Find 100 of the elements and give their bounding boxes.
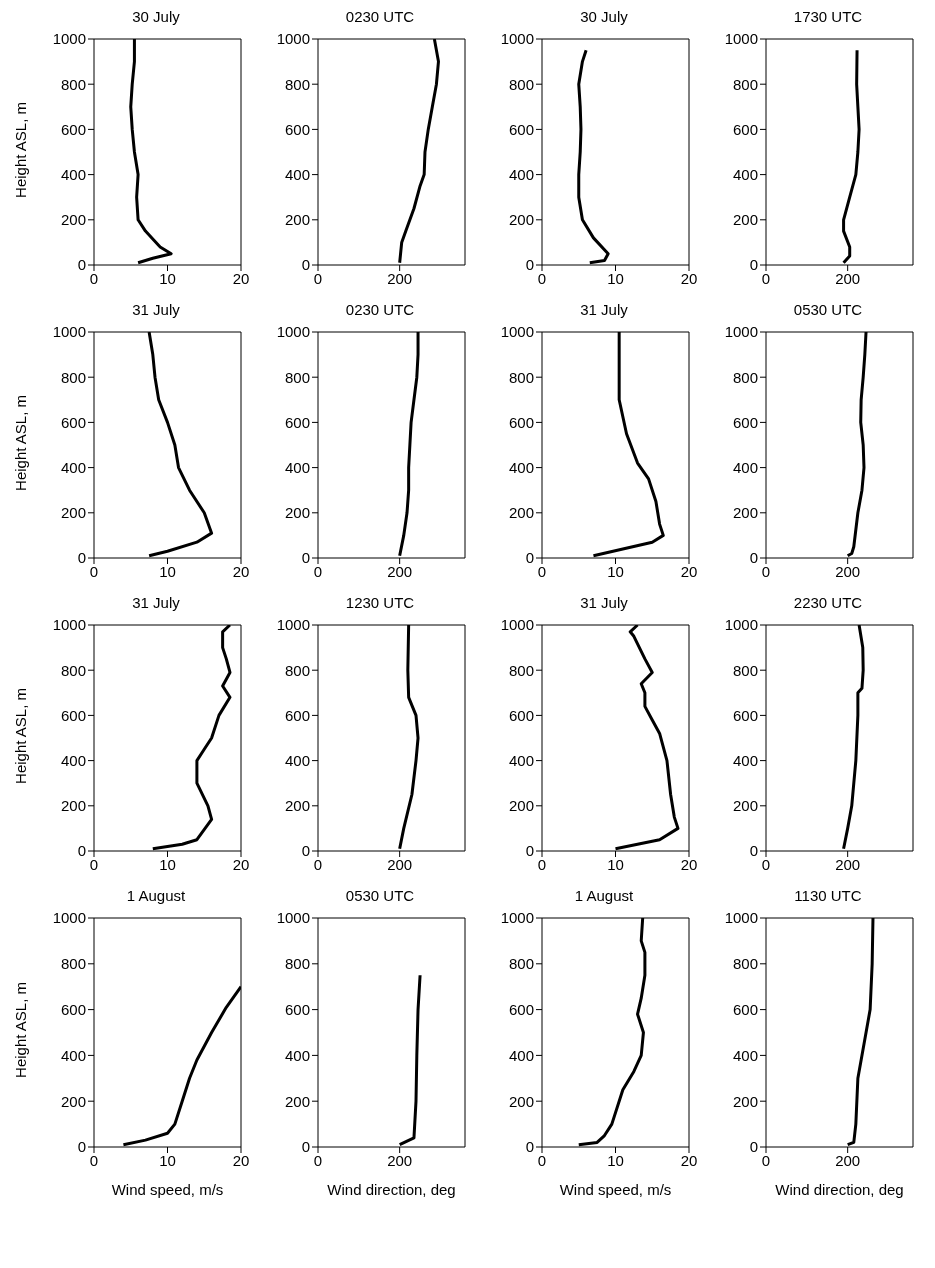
x-tick-label: 0 (537, 855, 547, 873)
y-tick-label: 0 (749, 549, 758, 567)
y-tick-label: 600 (284, 1000, 310, 1018)
y-tick-label: 200 (508, 797, 534, 815)
y-tick-label: 1000 (724, 323, 758, 341)
y-tick-label: 200 (508, 1092, 534, 1110)
y-tick-label: 600 (60, 1000, 86, 1018)
x-tick-label: 0 (537, 1151, 547, 1169)
y-tick-label: 200 (732, 504, 758, 522)
y-tick-label: 400 (508, 458, 534, 476)
x-axis-title: Wind speed, m/s (559, 1181, 672, 1198)
chart-title: 2230 UTC (792, 594, 864, 613)
chart-title: 30 July (579, 8, 629, 27)
y-tick-label: 600 (284, 413, 310, 431)
y-tick-label: 400 (284, 751, 310, 769)
x-tick-label: 10 (159, 1151, 176, 1169)
x-tick-label: 10 (159, 855, 176, 873)
x-tick-label: 0 (313, 269, 323, 287)
y-axis-title: Height ASL, m (11, 982, 29, 1078)
y-tick-label: 1000 (52, 616, 86, 634)
x-tick-label: 0 (761, 269, 771, 287)
y-tick-label: 600 (508, 1000, 534, 1018)
y-tick-label: 800 (508, 661, 534, 679)
y-tick-label: 400 (732, 751, 758, 769)
x-tick-label: 20 (680, 269, 698, 287)
x-axis-title: Wind direction, deg (775, 1181, 904, 1198)
y-tick-label: 800 (60, 955, 86, 973)
y-tick-label: 0 (749, 1138, 758, 1156)
y-tick-label: 1000 (724, 30, 758, 48)
y-tick-label: 800 (732, 368, 758, 386)
y-tick-label: 0 (301, 1138, 310, 1156)
y-tick-label: 0 (77, 256, 86, 274)
chart-title: 1 August (573, 887, 635, 906)
y-tick-label: 0 (749, 842, 758, 860)
x-tick-label: 0 (761, 1151, 771, 1169)
y-tick-label: 0 (525, 1138, 534, 1156)
chart-title: 0530 UTC (792, 301, 864, 320)
chart-title: 31 July (579, 594, 629, 613)
y-tick-label: 600 (508, 706, 534, 724)
y-tick-label: 1000 (276, 323, 310, 341)
y-tick-label: 400 (60, 751, 86, 769)
x-tick-label: 200 (387, 562, 413, 580)
y-tick-label: 200 (732, 1092, 758, 1110)
x-tick-label: 0 (313, 562, 323, 580)
chart-title: 30 July (131, 8, 181, 27)
y-tick-label: 200 (60, 504, 86, 522)
y-tick-label: 200 (284, 1092, 310, 1110)
x-tick-label: 20 (680, 855, 698, 873)
y-tick-label: 400 (732, 458, 758, 476)
x-tick-label: 10 (607, 269, 624, 287)
y-tick-label: 800 (60, 75, 86, 93)
x-tick-label: 200 (387, 855, 413, 873)
x-tick-label: 200 (835, 562, 861, 580)
y-tick-label: 0 (77, 1138, 86, 1156)
x-tick-label: 20 (232, 855, 250, 873)
x-axis-title: Wind direction, deg (327, 1181, 456, 1198)
y-tick-label: 800 (60, 368, 86, 386)
x-tick-label: 20 (680, 1151, 698, 1169)
y-tick-label: 800 (508, 955, 534, 973)
x-axis-title: Wind speed, m/s (111, 1181, 224, 1198)
y-tick-label: 0 (749, 256, 758, 274)
y-tick-label: 400 (508, 751, 534, 769)
y-tick-label: 1000 (500, 616, 534, 634)
y-tick-label: 0 (77, 842, 86, 860)
y-tick-label: 200 (284, 504, 310, 522)
y-tick-label: 200 (732, 797, 758, 815)
x-tick-label: 10 (607, 855, 624, 873)
x-tick-label: 20 (232, 1151, 250, 1169)
y-axis-title: Height ASL, m (11, 394, 29, 491)
y-tick-label: 200 (732, 211, 758, 229)
y-tick-label: 600 (60, 120, 86, 138)
y-tick-label: 400 (284, 1046, 310, 1064)
y-tick-label: 200 (60, 1092, 86, 1110)
y-tick-label: 1000 (724, 909, 758, 927)
chart-title: 0230 UTC (344, 8, 416, 27)
y-tick-label: 1000 (52, 30, 86, 48)
x-tick-label: 10 (607, 562, 624, 580)
y-tick-label: 400 (60, 1046, 86, 1064)
x-tick-label: 200 (835, 269, 861, 287)
y-tick-label: 800 (284, 75, 310, 93)
y-tick-label: 800 (732, 75, 758, 93)
y-tick-label: 400 (60, 458, 86, 476)
chart-title: 31 July (131, 594, 181, 613)
y-tick-label: 1000 (276, 616, 310, 634)
y-tick-label: 800 (60, 661, 86, 679)
x-tick-label: 0 (89, 855, 99, 873)
chart-title: 31 July (579, 301, 629, 320)
chart-title: 31 July (131, 301, 181, 320)
y-tick-label: 200 (60, 211, 86, 229)
x-tick-label: 0 (89, 269, 99, 287)
y-tick-label: 600 (732, 413, 758, 431)
y-tick-label: 800 (284, 368, 310, 386)
x-tick-label: 0 (313, 1151, 323, 1169)
y-tick-label: 800 (508, 368, 534, 386)
y-tick-label: 0 (301, 842, 310, 860)
x-tick-label: 0 (761, 562, 771, 580)
x-tick-label: 200 (835, 1151, 861, 1169)
chart-title: 1130 UTC (793, 887, 863, 906)
y-tick-label: 0 (525, 256, 534, 274)
y-tick-label: 1000 (724, 616, 758, 634)
